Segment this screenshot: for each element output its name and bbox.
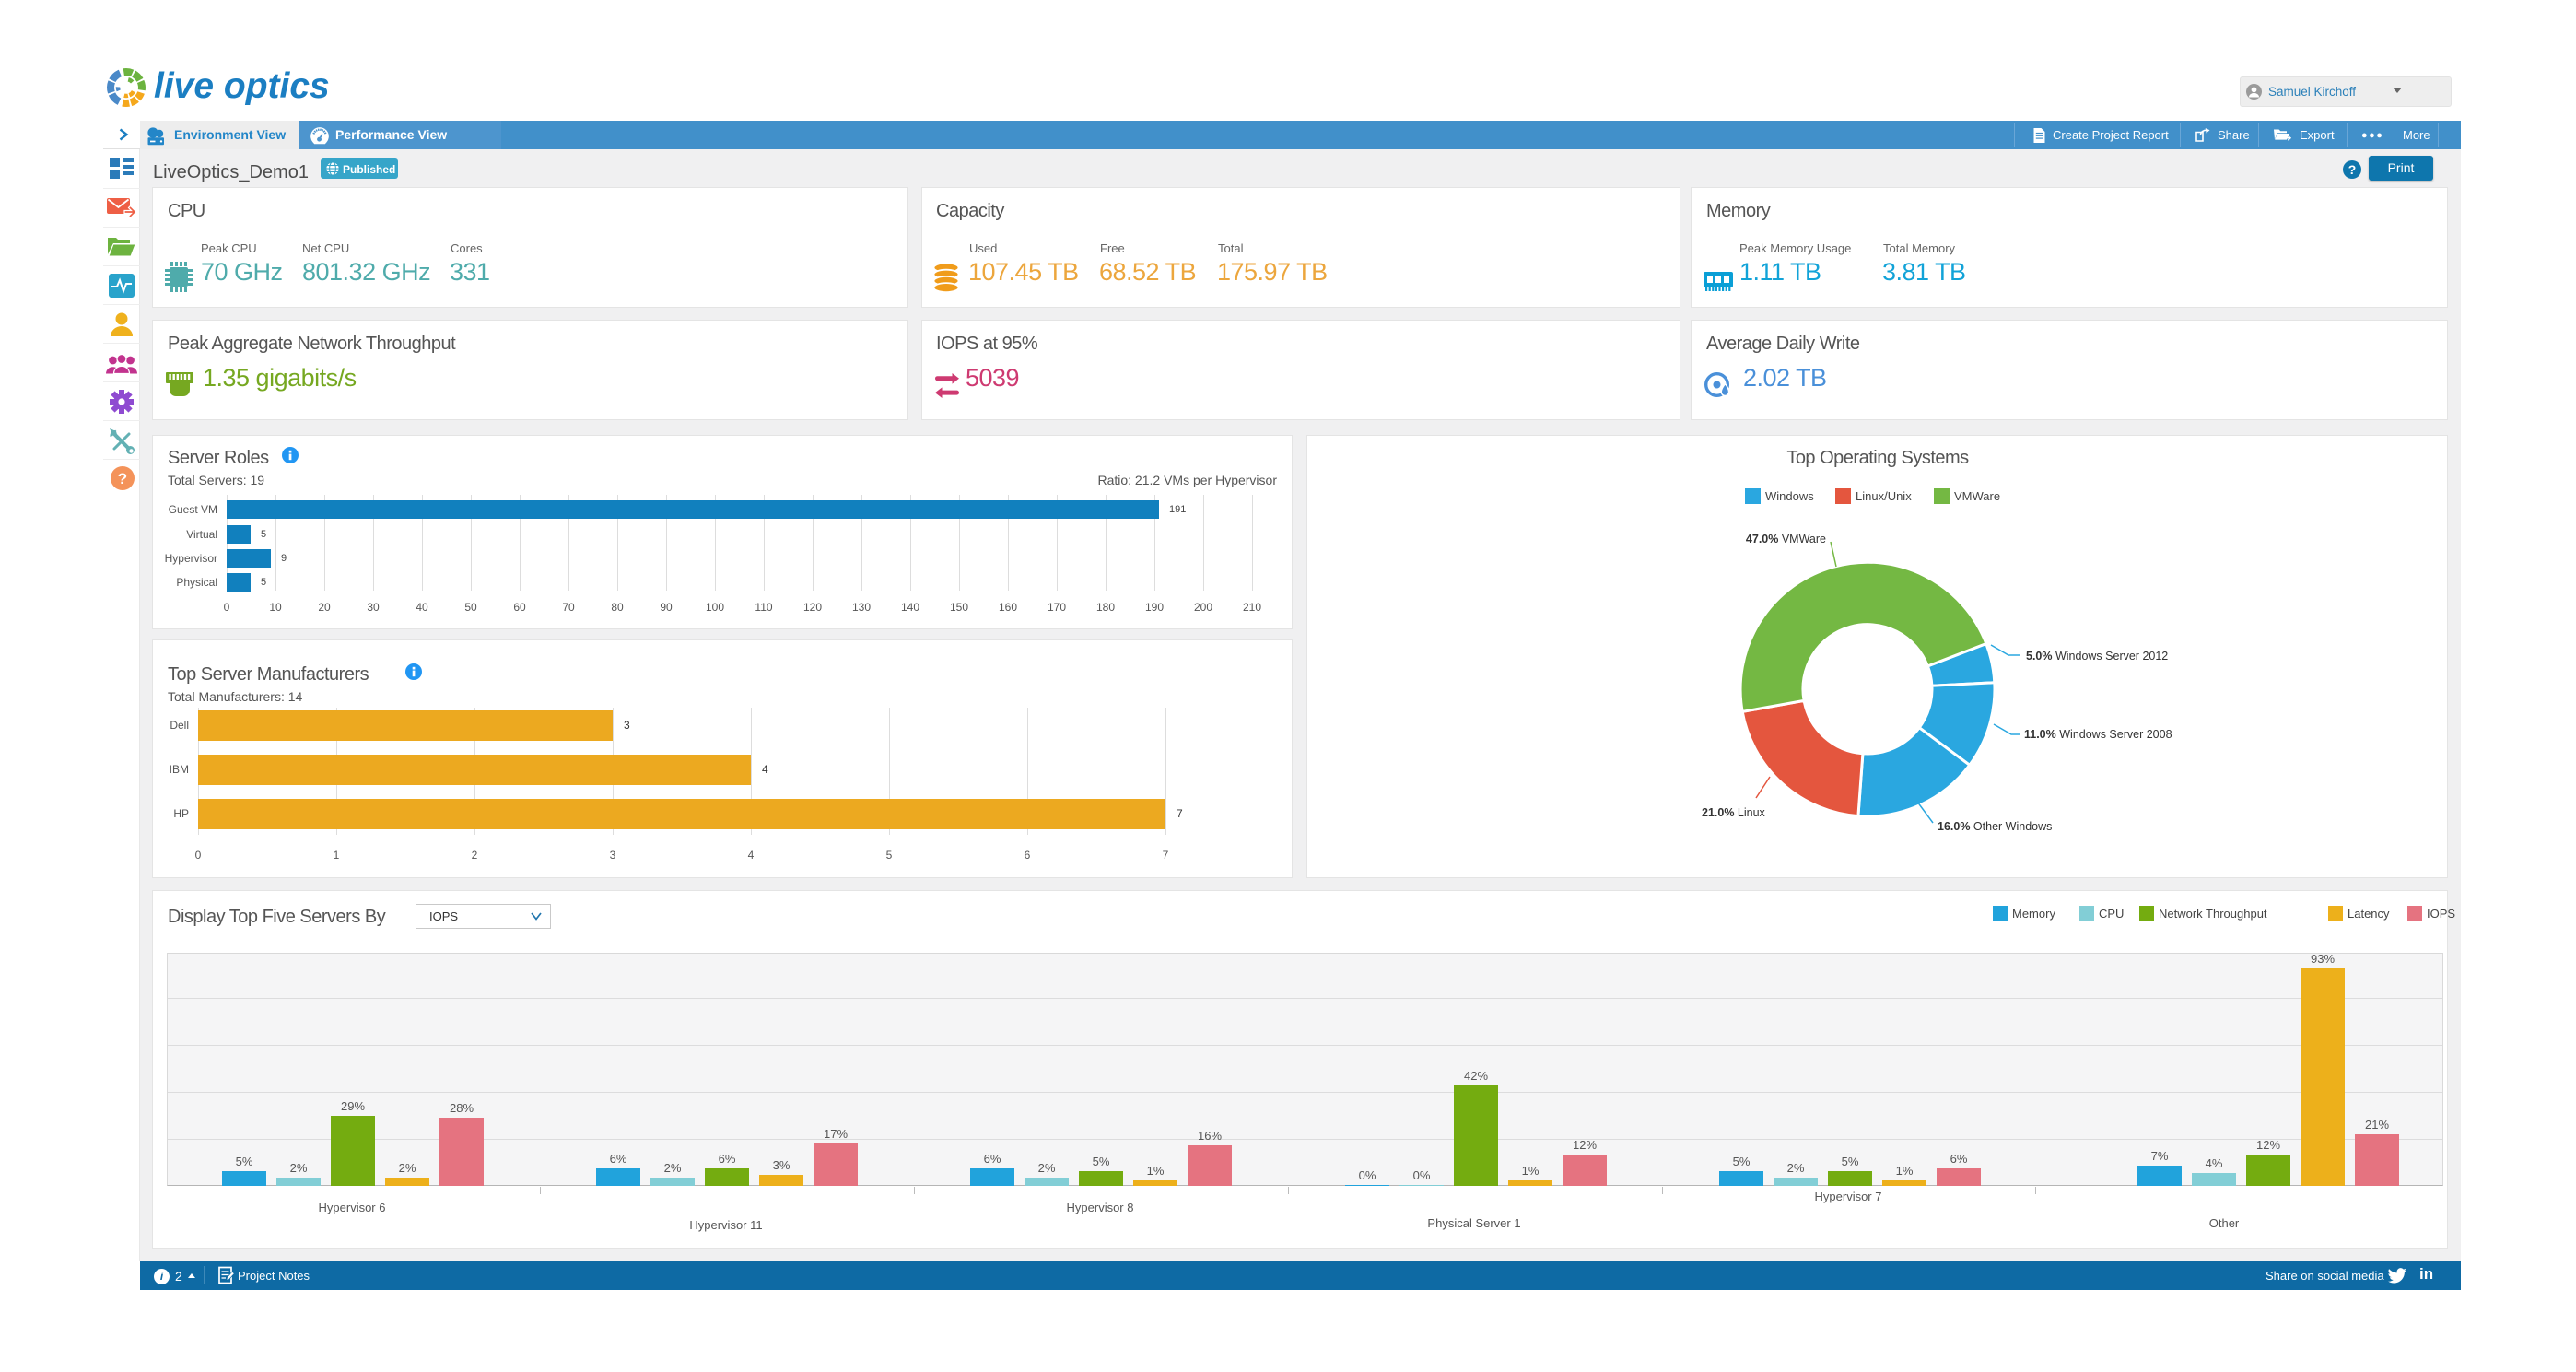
svg-text:?: ? [118, 470, 127, 487]
